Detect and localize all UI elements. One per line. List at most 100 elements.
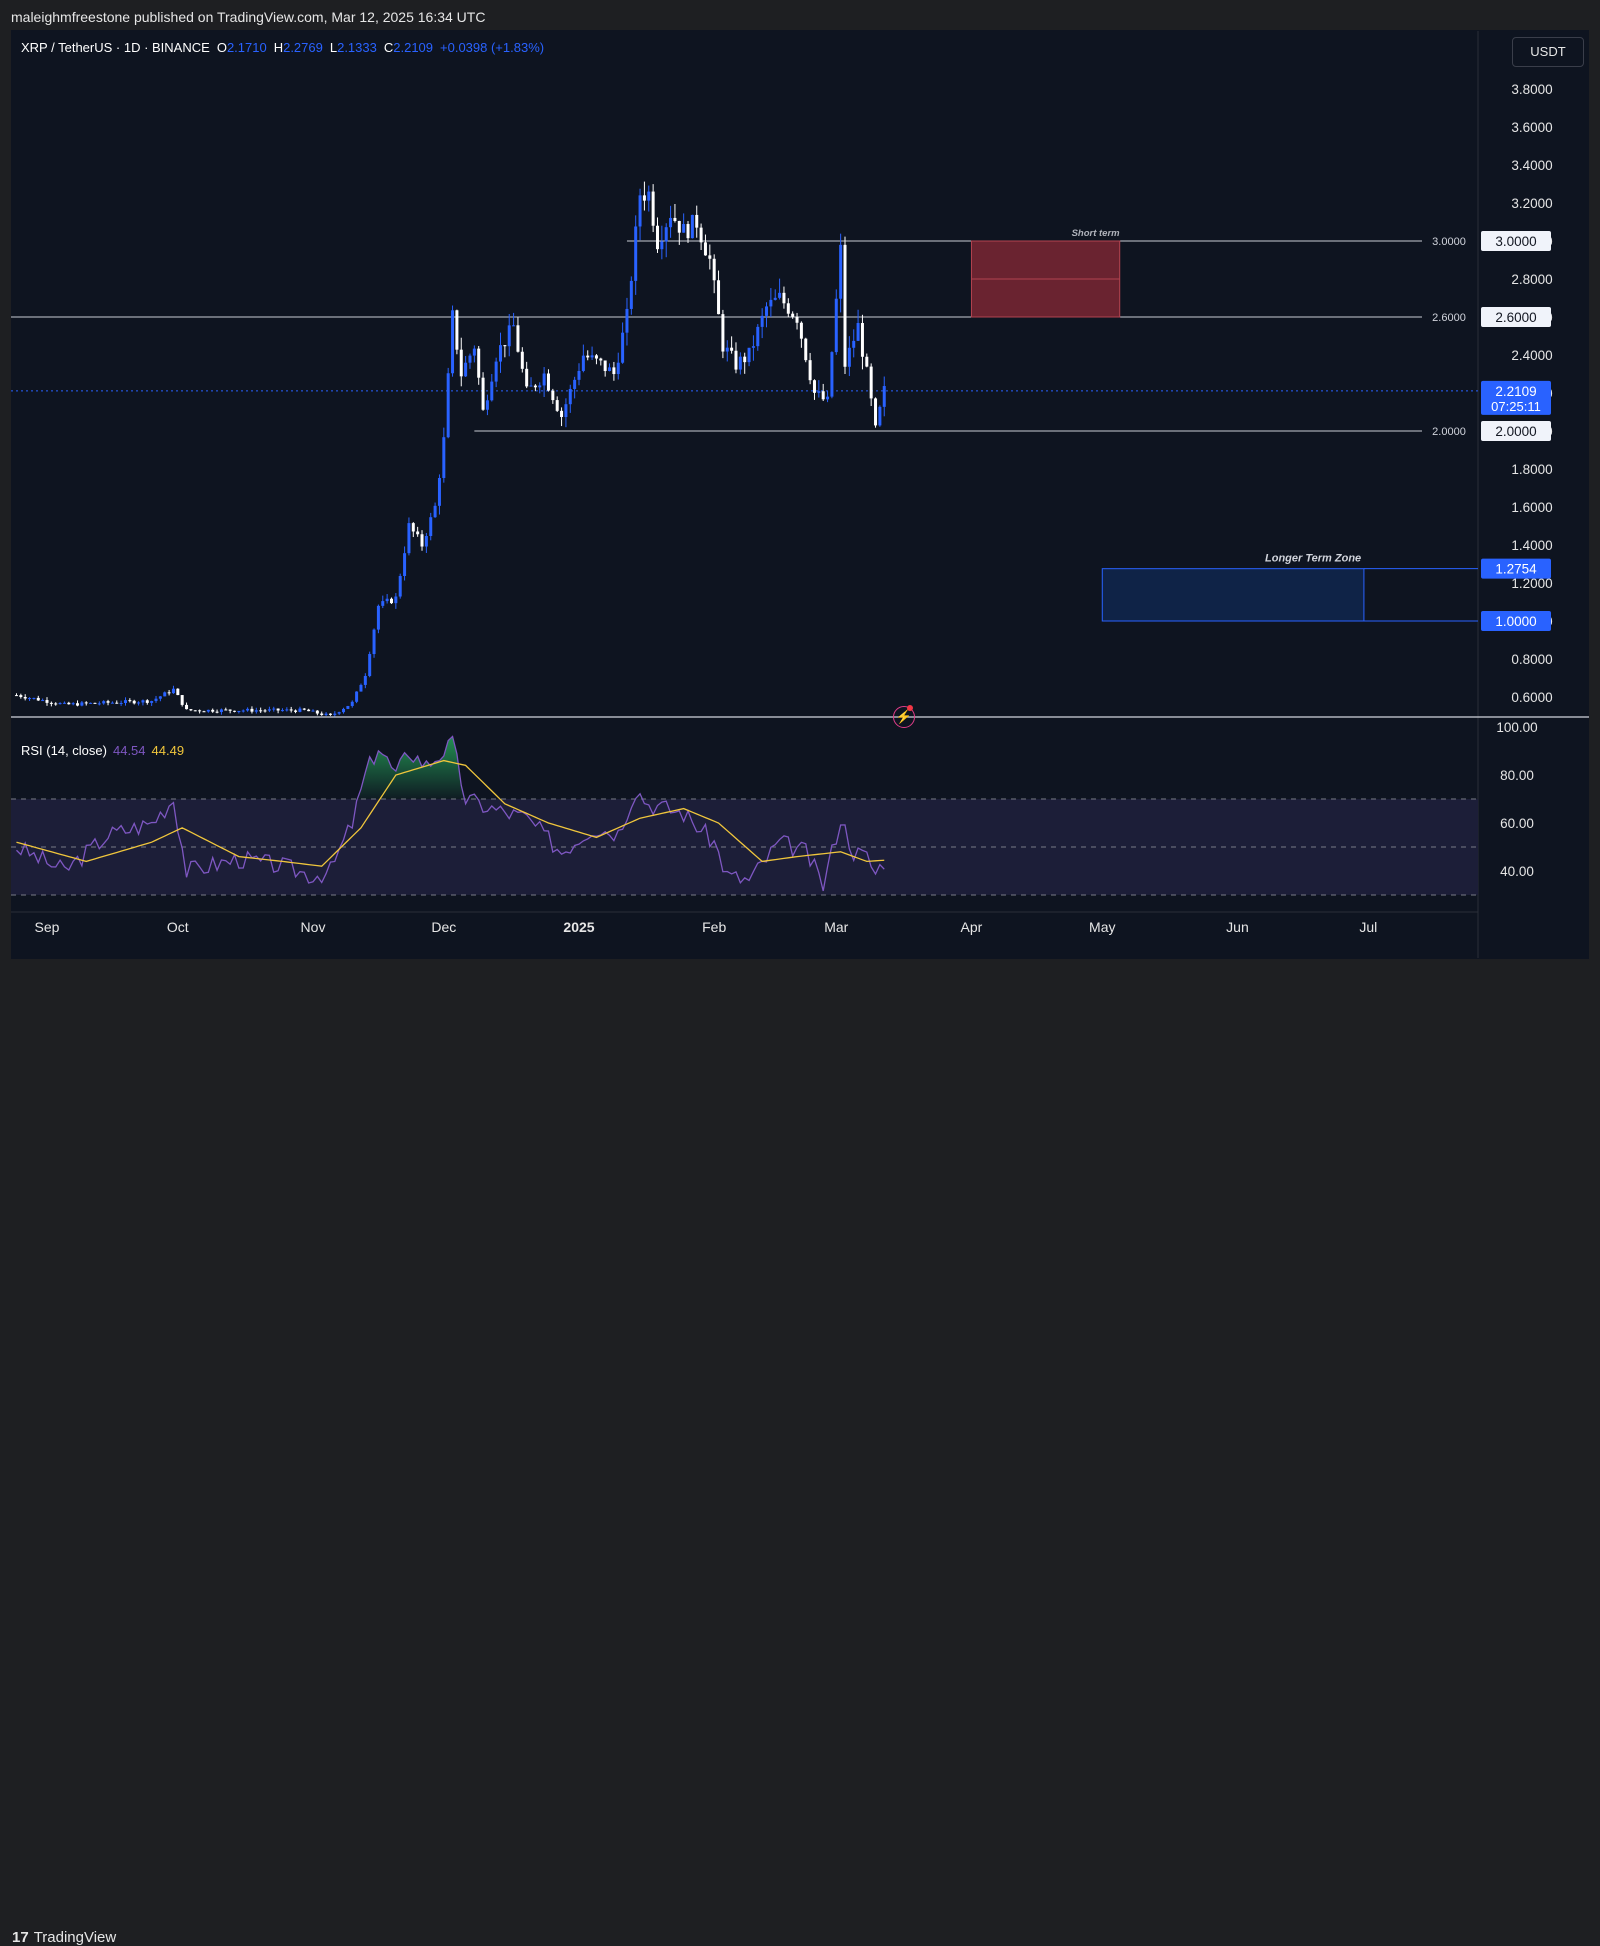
candle-body xyxy=(512,325,516,327)
tradingview-logo[interactable]: 17 TradingView xyxy=(12,1929,116,1946)
candle-body xyxy=(865,356,869,367)
time-tick-label: Sep xyxy=(35,919,60,935)
candle-body xyxy=(634,226,638,281)
candle-body xyxy=(420,534,424,547)
rsi-line[interactable] xyxy=(16,735,885,892)
candle-body xyxy=(254,710,258,712)
low-label: L xyxy=(329,40,338,55)
candle-body xyxy=(381,601,385,606)
candle-body xyxy=(455,310,459,350)
symbol-name[interactable]: XRP / TetherUS · 1D · BINANCE xyxy=(21,40,210,55)
candle-body xyxy=(141,700,145,703)
rsi-label[interactable]: RSI (14, close) xyxy=(21,743,107,758)
candle-body xyxy=(41,700,45,702)
candle-body xyxy=(673,217,677,221)
candle-body xyxy=(193,710,197,712)
candle-body xyxy=(599,358,603,361)
candle-body xyxy=(302,708,306,710)
candle-body xyxy=(106,701,110,703)
candle-body xyxy=(171,688,175,694)
candle-body xyxy=(869,366,873,399)
high-label: H xyxy=(273,40,284,55)
candle-body xyxy=(660,241,664,250)
candle-body xyxy=(198,710,202,712)
last-price-tag[interactable] xyxy=(1481,380,1551,415)
candle-body xyxy=(32,697,36,699)
candle-body xyxy=(507,325,511,347)
candle-body xyxy=(128,700,132,702)
candle-body xyxy=(62,702,66,704)
candle-body xyxy=(712,258,716,281)
published-bar: maleighmfreestone published on TradingVi… xyxy=(0,0,1600,30)
candle-body xyxy=(337,712,341,714)
longer-term-zone[interactable] xyxy=(1101,568,1365,622)
candle-body xyxy=(804,338,808,361)
candle-body xyxy=(28,698,32,700)
candle-body xyxy=(791,313,795,317)
candle-body xyxy=(603,360,607,372)
longer-term-zone-label: Longer Term Zone xyxy=(1265,553,1361,565)
candle-body xyxy=(773,297,777,300)
chart-svg[interactable]: 0.6000 0.8000 1.0000 1.2000 1.4000 1.6000 1.80… xyxy=(0,0,1600,1001)
close-label: C xyxy=(383,40,394,55)
candle-body xyxy=(446,373,450,438)
candle-body xyxy=(799,322,803,339)
candle-body xyxy=(363,675,367,685)
candle-body xyxy=(237,710,241,712)
candle-body xyxy=(695,214,699,228)
price-tick-label: 3.4000 xyxy=(1511,158,1552,173)
time-tick-label: Dec xyxy=(431,919,456,935)
candle-body xyxy=(224,709,228,711)
candle-body xyxy=(690,214,694,239)
candle-body xyxy=(333,713,337,715)
time-tick-label: Apr xyxy=(961,919,983,935)
price-tick-label: 1.8000 xyxy=(1511,462,1552,477)
candle-body xyxy=(581,355,585,371)
candle-body xyxy=(533,385,537,388)
candle-body xyxy=(123,700,127,704)
currency-button[interactable]: USDT xyxy=(1512,37,1584,67)
lightning-bolt-icon[interactable]: ⚡ xyxy=(893,706,915,728)
candle-body xyxy=(206,709,210,712)
time-tick-label: Jul xyxy=(1359,919,1377,935)
candle-body xyxy=(355,691,359,702)
candle-body xyxy=(437,477,441,506)
candle-body xyxy=(67,702,71,705)
candle-body xyxy=(708,255,712,259)
candle-body xyxy=(398,575,402,597)
candle-body xyxy=(416,531,420,535)
candle-body xyxy=(651,191,655,226)
candle-body xyxy=(747,347,751,363)
candle-body xyxy=(485,400,489,410)
candle-body xyxy=(765,306,769,316)
candle-body xyxy=(503,345,507,347)
rsi-ma-line[interactable] xyxy=(16,759,885,867)
candle-body xyxy=(642,195,646,201)
candle-body xyxy=(542,373,546,386)
axis-level-tag-text: 3.0000 xyxy=(1495,234,1536,249)
candle-body xyxy=(176,688,180,696)
candle-body xyxy=(808,360,812,381)
rsi-legend: RSI (14, close) 44.54 44.49 xyxy=(21,743,184,758)
candle-body xyxy=(738,356,742,370)
candle-body xyxy=(167,692,171,694)
candle-body xyxy=(538,385,542,388)
axis-level-tag xyxy=(1481,421,1551,441)
candle-body xyxy=(546,373,550,391)
rsi-value: 44.54 xyxy=(112,743,146,758)
candle-body xyxy=(786,303,790,314)
price-tick-label: 2.8000 xyxy=(1511,272,1552,287)
close-value: 2.2109 xyxy=(393,40,434,55)
axis-zone-tag-text: 1.0000 xyxy=(1495,614,1536,629)
candle-body xyxy=(468,355,472,363)
candle-body xyxy=(385,598,389,602)
candle-body xyxy=(847,347,851,367)
candle-body xyxy=(638,195,642,227)
axis-level-tag xyxy=(1481,307,1551,327)
candle-body xyxy=(320,713,324,716)
candle-body xyxy=(699,227,703,243)
candle-body xyxy=(878,406,882,426)
candle-body xyxy=(315,710,319,714)
candle-body xyxy=(852,340,856,348)
axis-level-tag-text: 2.6000 xyxy=(1495,310,1536,325)
